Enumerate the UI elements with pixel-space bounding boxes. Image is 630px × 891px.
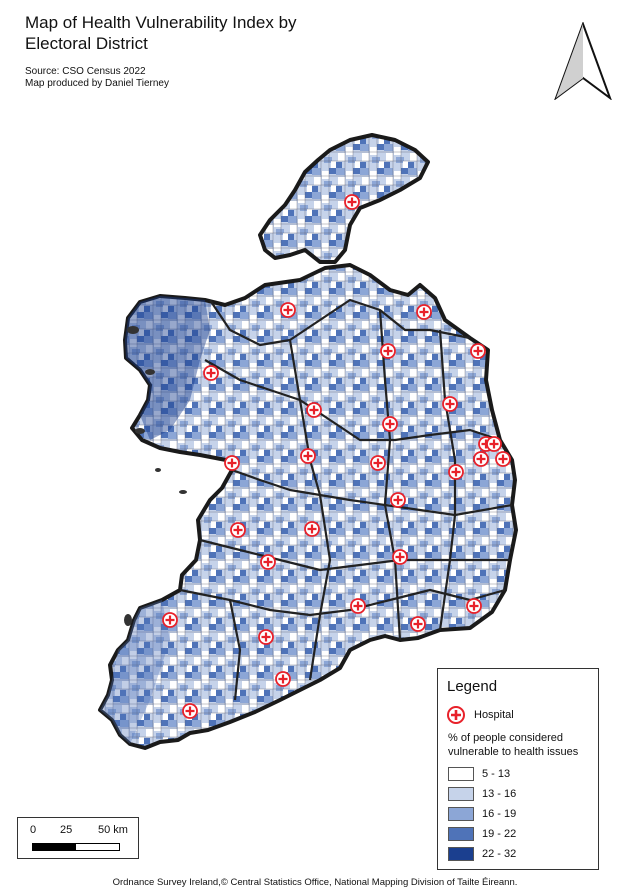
- hospital-icon: [392, 549, 408, 565]
- hospital-icon: [473, 451, 489, 467]
- author-text: Map produced by Daniel Tierney: [25, 78, 169, 89]
- hospital-icon: [470, 343, 486, 359]
- scale-bar-graphic: [32, 843, 120, 851]
- legend-class-label: 5 - 13: [482, 768, 511, 780]
- legend-class-1: 5 - 13: [448, 767, 510, 781]
- hospital-icon: [380, 343, 396, 359]
- hospital-icon: [416, 304, 432, 320]
- hospital-icon: [306, 402, 322, 418]
- swatch: [448, 787, 474, 801]
- hospital-icon: [495, 451, 511, 467]
- scale-label-25: 25: [60, 824, 73, 836]
- legend-class-2: 13 - 16: [448, 787, 516, 801]
- legend-hospital-label: Hospital: [474, 709, 514, 721]
- legend-class-label: 16 - 19: [482, 808, 517, 820]
- hospital-icon: [162, 612, 178, 628]
- hospital-icon: [258, 629, 274, 645]
- hospital-icon: [410, 616, 426, 632]
- hospital-icon: [203, 365, 219, 381]
- north-arrow-icon: [554, 22, 612, 100]
- scale-label-0: 0: [30, 824, 37, 836]
- hospital-icon: [230, 522, 246, 538]
- legend-class-label: 13 - 16: [482, 788, 517, 800]
- hospital-icon: [370, 455, 386, 471]
- hospital-icon: [447, 706, 465, 724]
- legend-variable-label: % of people considered vulnerable to hea…: [448, 732, 579, 758]
- swatch: [448, 767, 474, 781]
- source-text: Source: CSO Census 2022: [25, 66, 146, 77]
- hospital-icon: [182, 703, 198, 719]
- scale-bar: 0 25 50 km: [17, 817, 139, 859]
- hospital-icon: [448, 464, 464, 480]
- legend-title: Legend: [447, 678, 498, 695]
- hospital-icon: [382, 416, 398, 432]
- map-meta: Source: CSO Census 2022 Map produced by …: [25, 66, 169, 90]
- hospital-icon: [300, 448, 316, 464]
- legend-class-5: 22 - 32: [448, 847, 516, 861]
- hospital-icon: [466, 598, 482, 614]
- hospital-icon: [390, 492, 406, 508]
- legend-hospital: Hospital: [446, 705, 514, 725]
- hospital-icon: [280, 302, 296, 318]
- legend-class-3: 16 - 19: [448, 807, 516, 821]
- legend-class-4: 19 - 22: [448, 827, 516, 841]
- hospital-icon: [260, 554, 276, 570]
- hospital-icon: [486, 436, 502, 452]
- swatch: [448, 847, 474, 861]
- hospital-icon: [304, 521, 320, 537]
- hospital-icon: [344, 194, 360, 210]
- legend: Legend Hospital % of people considered v…: [437, 668, 599, 870]
- hospital-icon: [442, 396, 458, 412]
- map-title: Map of Health Vulnerability Index by Ele…: [25, 13, 297, 53]
- hospital-icon: [350, 598, 366, 614]
- swatch: [448, 827, 474, 841]
- swatch: [448, 807, 474, 821]
- hospital-icon: [224, 455, 240, 471]
- attribution: Ordnance Survey Ireland,© Central Statis…: [112, 877, 518, 888]
- hospital-icon: [275, 671, 291, 687]
- legend-class-label: 22 - 32: [482, 848, 517, 860]
- legend-class-label: 19 - 22: [482, 828, 517, 840]
- scale-label-50: 50 km: [98, 824, 128, 836]
